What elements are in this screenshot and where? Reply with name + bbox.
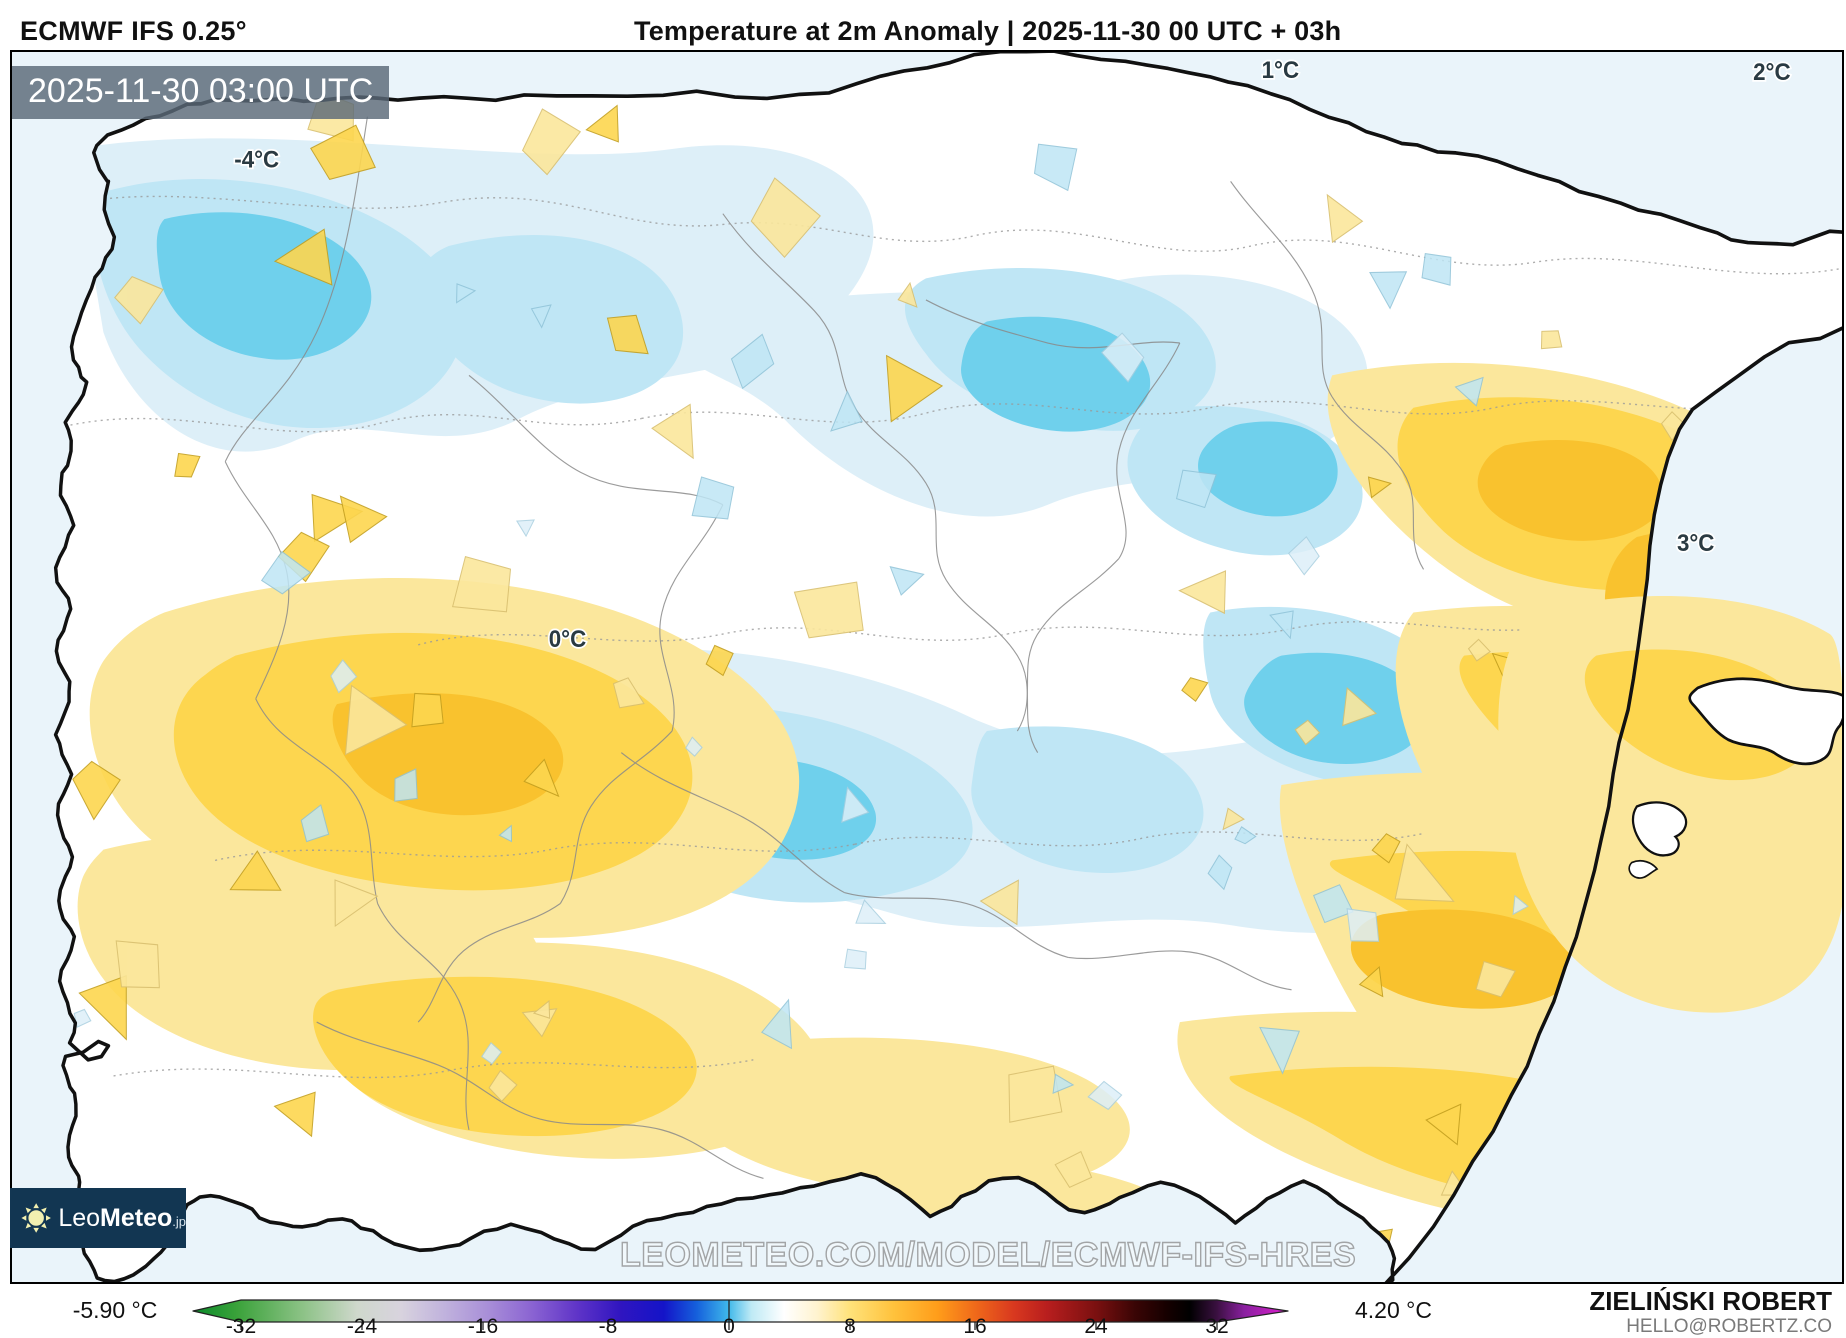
svg-text:-4°C: -4°C bbox=[234, 146, 279, 173]
svg-text:0°C: 0°C bbox=[549, 625, 586, 652]
svg-text:-24: -24 bbox=[347, 1315, 378, 1338]
svg-text:3°C: 3°C bbox=[1677, 529, 1714, 556]
svg-text:4.20 °C: 4.20 °C bbox=[1355, 1297, 1432, 1323]
svg-text:2°C: 2°C bbox=[1753, 58, 1790, 85]
svg-text:24: 24 bbox=[1084, 1315, 1108, 1338]
svg-text:-32: -32 bbox=[226, 1315, 256, 1338]
svg-text:-16: -16 bbox=[468, 1315, 498, 1338]
svg-text:-5.90 °C: -5.90 °C bbox=[73, 1297, 158, 1323]
svg-text:1°C: 1°C bbox=[1262, 56, 1299, 83]
svg-text:16: 16 bbox=[963, 1315, 986, 1338]
svg-text:8: 8 bbox=[844, 1315, 856, 1338]
svg-text:-8: -8 bbox=[599, 1315, 618, 1338]
svg-text:32: 32 bbox=[1205, 1315, 1228, 1338]
svg-text:0: 0 bbox=[723, 1315, 735, 1338]
